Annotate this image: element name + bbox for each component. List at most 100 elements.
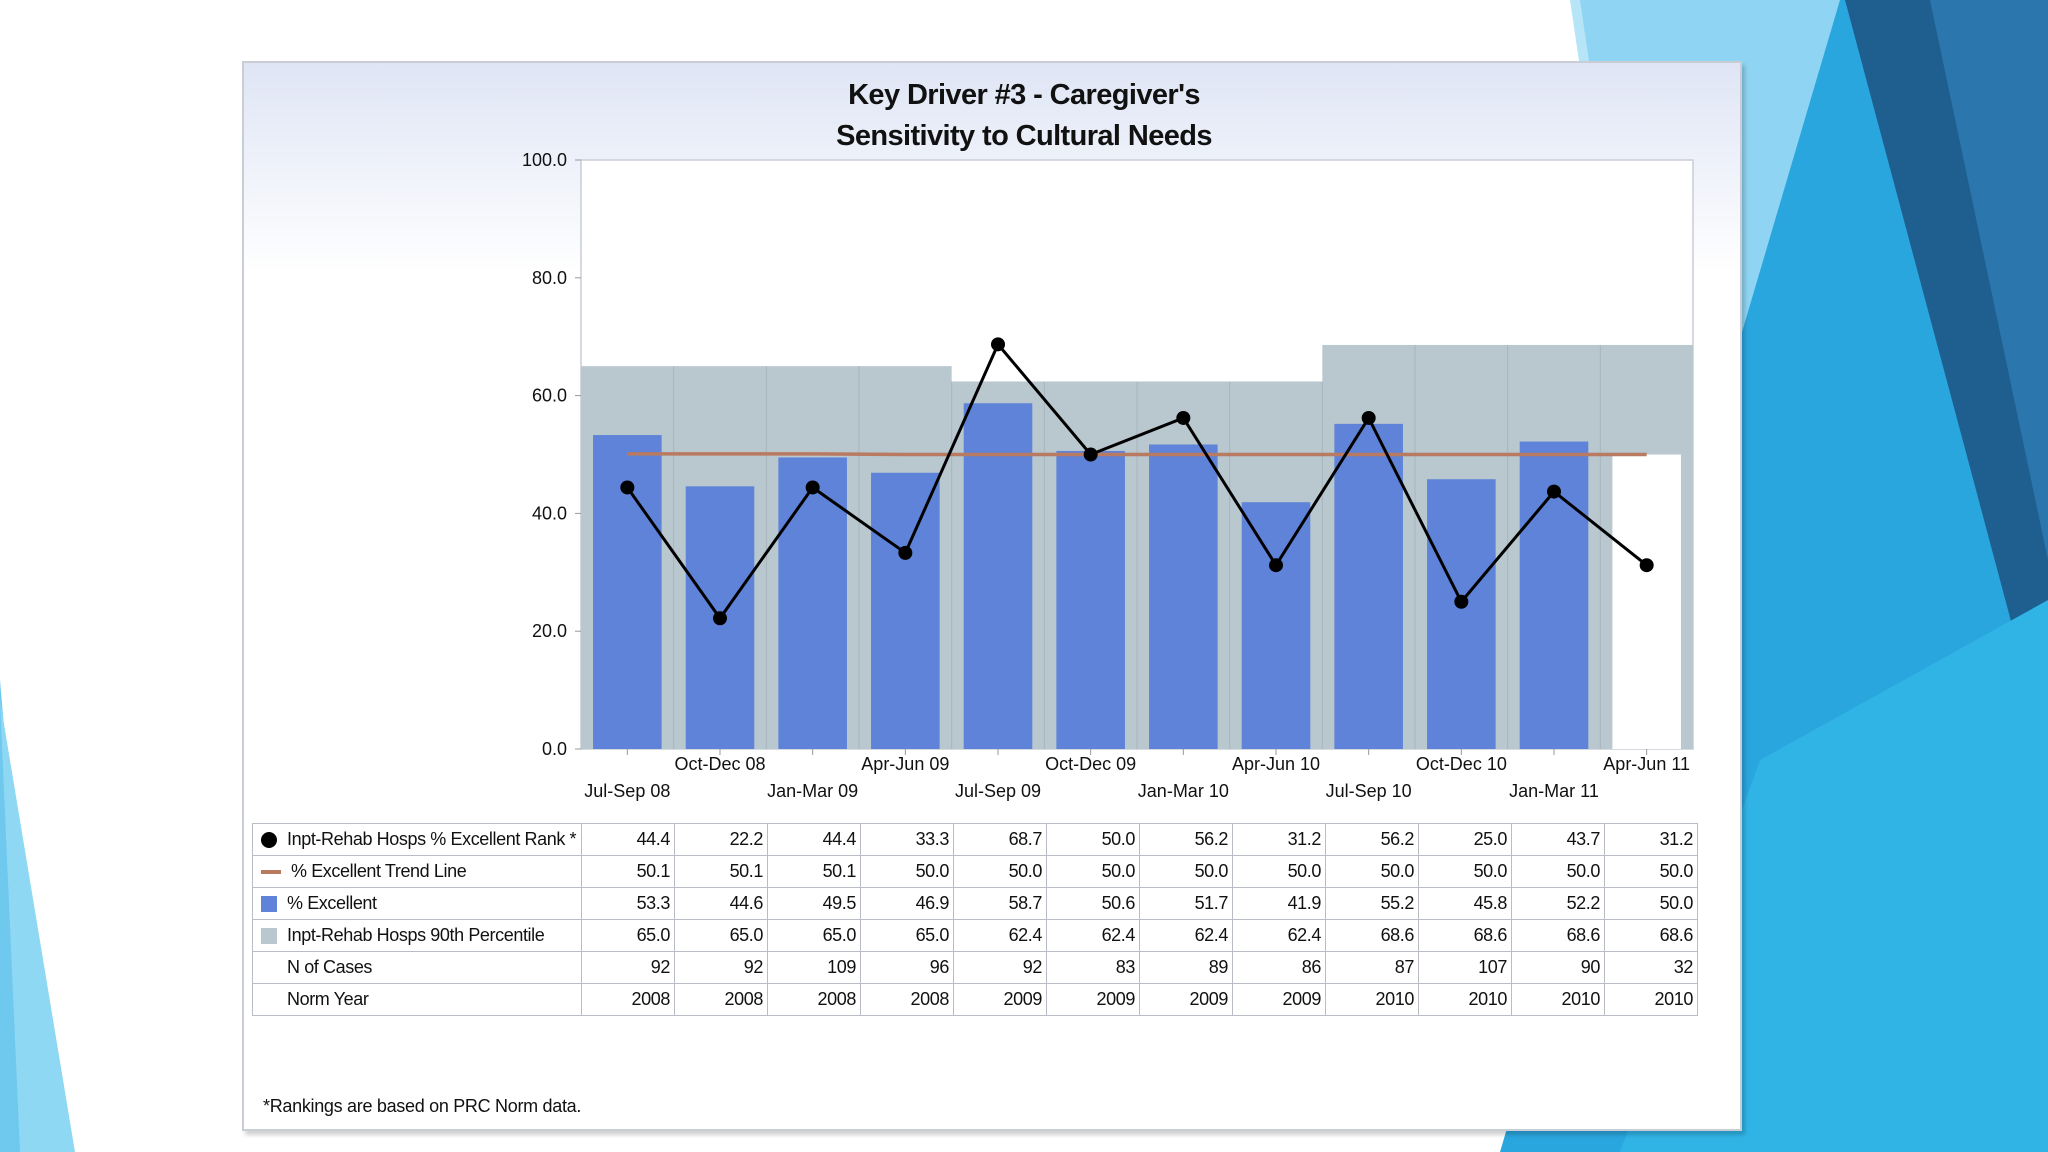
rank-point <box>1176 410 1191 425</box>
table-cell: 65.0 <box>581 919 675 952</box>
x-tick-label: Jan-Mar 11 <box>1509 781 1599 801</box>
y-tick-label: 60.0 <box>532 386 567 406</box>
x-tick-label: Oct-Dec 09 <box>1045 754 1136 774</box>
x-tick-label: Jul-Sep 10 <box>1326 781 1412 801</box>
table-cell: 65.0 <box>860 919 954 952</box>
table-cell: 50.0 <box>1418 855 1512 888</box>
table-cell: 62.4 <box>1232 919 1326 952</box>
row-label: Norm Year <box>252 983 582 1016</box>
legend-marker-blue <box>261 896 277 913</box>
table-cell: 50.0 <box>1139 855 1233 888</box>
table-cell: 44.6 <box>674 887 768 920</box>
table-cell: 56.2 <box>1325 823 1419 856</box>
row-label-text: Norm Year <box>287 989 369 1009</box>
legend-marker-none <box>261 992 277 1008</box>
rank-point <box>805 480 820 495</box>
data-table: Inpt-Rehab Hosps % Excellent Rank * 44.4 2… <box>252 823 1698 1016</box>
table-cell: 22.2 <box>674 823 768 856</box>
table-cell: 2009 <box>1232 983 1326 1016</box>
rank-point <box>620 480 635 495</box>
table-cell: 2009 <box>1046 983 1140 1016</box>
row-label-text: N of Cases <box>287 957 373 977</box>
table-cell: 31.2 <box>1232 823 1326 856</box>
table-cell: 2008 <box>860 983 954 1016</box>
table-row: N of Cases 92 92 109 96 92 83 89 86 87 107 90 32 <box>252 951 1698 984</box>
rank-point <box>1639 558 1654 573</box>
table-cell: 2009 <box>1139 983 1233 1016</box>
table-cell: 68.6 <box>1604 919 1698 952</box>
table-cell: 50.1 <box>767 855 861 888</box>
rank-point <box>1454 594 1469 609</box>
x-tick-label: Jan-Mar 10 <box>1138 781 1229 801</box>
row-label: % Excellent <box>252 887 582 920</box>
table-cell: 92 <box>581 951 675 984</box>
table-cell: 33.3 <box>860 823 954 856</box>
rank-line <box>626 341 1648 621</box>
chart-panel: Key Driver #3 - Caregiver's Sensitivity … <box>242 61 1742 1131</box>
trend-line <box>627 452 1647 457</box>
table-cell: 46.9 <box>860 887 954 920</box>
table-cell: 2010 <box>1418 983 1512 1016</box>
table-cell: 52.2 <box>1511 887 1605 920</box>
table-cell: 50.0 <box>1232 855 1326 888</box>
rank-point <box>898 545 913 560</box>
table-row: Inpt-Rehab Hosps % Excellent Rank * 44.4 2… <box>252 823 1698 856</box>
excellent-bar <box>1427 479 1496 749</box>
row-label-text: % Excellent <box>287 893 377 913</box>
excellent-bar <box>871 472 940 749</box>
row-label: Inpt-Rehab Hosps % Excellent Rank * <box>252 823 582 856</box>
table-cell: 50.1 <box>674 855 768 888</box>
legend-marker-dot <box>261 832 277 849</box>
table-cell: 109 <box>767 951 861 984</box>
excellent-bar <box>963 403 1033 749</box>
rank-point <box>991 337 1005 352</box>
x-tick-label: Apr-Jun 10 <box>1232 754 1320 774</box>
rank-point <box>1547 484 1561 499</box>
table-cell: 65.0 <box>767 919 861 952</box>
x-tick-label: Jul-Sep 09 <box>955 781 1041 801</box>
rank-point <box>1361 410 1376 425</box>
x-tick-label: Apr-Jun 09 <box>861 754 949 774</box>
table-cell: 2010 <box>1325 983 1419 1016</box>
table-cell: 87 <box>1325 951 1419 984</box>
excellent-bar <box>1056 450 1125 749</box>
table-cell: 96 <box>860 951 954 984</box>
legend-marker-none <box>261 960 277 976</box>
table-cell: 2010 <box>1511 983 1605 1016</box>
table-cell: 45.8 <box>1418 887 1512 920</box>
x-tick-label: Jan-Mar 09 <box>767 781 858 801</box>
table-cell: 49.5 <box>767 887 861 920</box>
row-label-text: Inpt-Rehab Hosps % Excellent Rank * <box>287 829 577 849</box>
table-cell: 53.3 <box>581 887 675 920</box>
table-cell: 50.6 <box>1046 887 1140 920</box>
x-tick-label: Apr-Jun 11 <box>1603 754 1690 774</box>
footnote: *Rankings are based on PRC Norm data. <box>263 1096 582 1116</box>
legend-marker-line <box>261 870 281 875</box>
table-cell: 50.1 <box>581 855 675 888</box>
excellent-bar <box>778 457 847 749</box>
row-label: % Excellent Trend Line <box>252 855 582 888</box>
table-cell: 68.6 <box>1418 919 1512 952</box>
table-cell: 2008 <box>581 983 675 1016</box>
table-cell: 68.6 <box>1325 919 1419 952</box>
legend-marker-gray <box>261 928 277 945</box>
table-row: Norm Year 2008 2008 2008 2008 2009 2009 2009 200… <box>252 983 1698 1016</box>
excellent-bar <box>1149 444 1218 749</box>
y-tick-label: 80.0 <box>532 268 567 288</box>
y-tick-label: 0.0 <box>542 739 567 759</box>
table-cell: 50.0 <box>1046 823 1140 856</box>
table-cell: 50.0 <box>860 855 954 888</box>
table-cell: 51.7 <box>1139 887 1233 920</box>
table-cell: 68.6 <box>1511 919 1605 952</box>
chart-title: Key Driver #3 - Caregiver's Sensitivity … <box>836 79 1212 152</box>
table-cell: 50.0 <box>1604 887 1698 920</box>
table-cell: 50.0 <box>1604 855 1698 888</box>
x-tick-label: Oct-Dec 10 <box>1416 754 1507 774</box>
table-cell: 50.0 <box>1325 855 1419 888</box>
row-label-text: % Excellent Trend Line <box>291 861 467 881</box>
y-tick-label: 100.0 <box>522 150 567 170</box>
table-cell: 55.2 <box>1325 887 1419 920</box>
table-row: Inpt-Rehab Hosps 90th Percentile 65.0 65.0… <box>252 919 1698 952</box>
table-cell: 68.7 <box>953 823 1047 856</box>
